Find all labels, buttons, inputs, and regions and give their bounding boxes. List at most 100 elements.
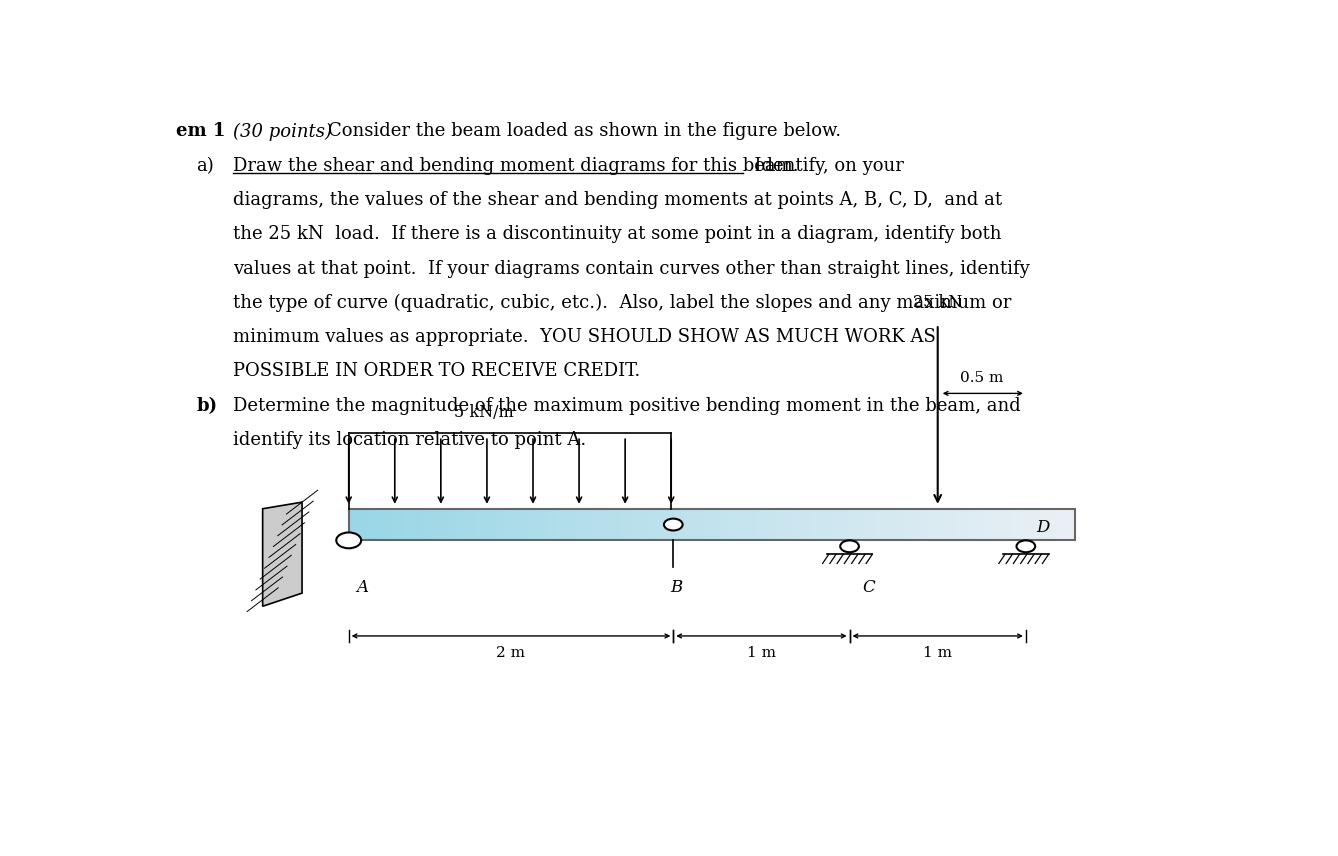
Bar bbox=[349, 508, 1074, 540]
Bar bbox=[712, 508, 723, 540]
Text: Draw the shear and bending moment diagrams for this beam.: Draw the shear and bending moment diagra… bbox=[233, 157, 799, 175]
Bar bbox=[1012, 508, 1022, 540]
Bar bbox=[594, 508, 605, 540]
Bar bbox=[585, 508, 595, 540]
Bar bbox=[1029, 508, 1040, 540]
Bar bbox=[602, 508, 613, 540]
Text: B: B bbox=[670, 579, 682, 596]
Bar bbox=[1065, 508, 1076, 540]
Text: em 1: em 1 bbox=[175, 122, 225, 140]
Bar bbox=[693, 508, 704, 540]
Text: identify its location relative to point A.: identify its location relative to point … bbox=[233, 431, 586, 449]
Bar bbox=[793, 508, 804, 540]
Bar bbox=[856, 508, 867, 540]
Text: Identify, on your: Identify, on your bbox=[743, 157, 903, 175]
Bar bbox=[894, 508, 903, 540]
Text: 0.5 m: 0.5 m bbox=[961, 372, 1004, 385]
Bar bbox=[512, 508, 523, 540]
Bar bbox=[866, 508, 876, 540]
Bar bbox=[884, 508, 895, 540]
Bar bbox=[1020, 508, 1030, 540]
Bar bbox=[575, 508, 586, 540]
Text: diagrams, the values of the shear and bending moments at points A, B, C, D,  and: diagrams, the values of the shear and be… bbox=[233, 191, 1002, 209]
Bar bbox=[621, 508, 632, 540]
Bar bbox=[811, 508, 822, 540]
Text: D: D bbox=[1036, 520, 1049, 537]
Bar bbox=[930, 508, 941, 540]
Bar bbox=[911, 508, 922, 540]
Bar bbox=[1057, 508, 1068, 540]
Text: minimum values as appropriate.  YOU SHOULD SHOW AS MUCH WORK AS: minimum values as appropriate. YOU SHOUL… bbox=[233, 328, 935, 346]
Text: 5 kN/m: 5 kN/m bbox=[454, 404, 514, 421]
Bar bbox=[431, 508, 442, 540]
Text: the 25 kN  load.  If there is a discontinuity at some point in a diagram, identi: the 25 kN load. If there is a discontinu… bbox=[233, 225, 1001, 243]
Bar bbox=[902, 508, 913, 540]
Bar bbox=[376, 508, 387, 540]
Bar bbox=[775, 508, 785, 540]
Text: 1 m: 1 m bbox=[747, 645, 776, 660]
Text: A: A bbox=[356, 579, 368, 596]
Bar bbox=[476, 508, 487, 540]
Circle shape bbox=[336, 532, 361, 549]
Circle shape bbox=[840, 540, 859, 552]
Bar bbox=[975, 508, 985, 540]
Bar bbox=[875, 508, 886, 540]
Circle shape bbox=[664, 519, 682, 531]
Bar bbox=[702, 508, 713, 540]
Bar bbox=[803, 508, 814, 540]
Bar bbox=[676, 508, 686, 540]
Bar bbox=[403, 508, 413, 540]
Bar bbox=[830, 508, 840, 540]
Bar bbox=[648, 508, 658, 540]
Text: Determine the magnitude of the maximum positive bending moment in the beam, and: Determine the magnitude of the maximum p… bbox=[233, 396, 1021, 414]
Bar bbox=[921, 508, 931, 540]
Bar bbox=[748, 508, 759, 540]
Text: POSSIBLE IN ORDER TO RECEIVE CREDIT.: POSSIBLE IN ORDER TO RECEIVE CREDIT. bbox=[233, 362, 640, 380]
Bar bbox=[966, 508, 977, 540]
Bar bbox=[993, 508, 1004, 540]
Text: a): a) bbox=[197, 157, 214, 175]
Bar bbox=[1048, 508, 1058, 540]
Bar bbox=[458, 508, 468, 540]
Bar bbox=[1038, 508, 1049, 540]
Bar bbox=[349, 508, 360, 540]
Text: b): b) bbox=[197, 396, 217, 414]
Bar bbox=[566, 508, 577, 540]
Bar bbox=[784, 508, 795, 540]
Bar bbox=[467, 508, 478, 540]
Text: the type of curve (quadratic, cubic, etc.).  Also, label the slopes and any maxi: the type of curve (quadratic, cubic, etc… bbox=[233, 294, 1012, 312]
Bar bbox=[820, 508, 831, 540]
Bar bbox=[685, 508, 694, 540]
Polygon shape bbox=[262, 502, 302, 606]
Bar bbox=[412, 508, 423, 540]
Bar bbox=[1002, 508, 1013, 540]
Text: 2 m: 2 m bbox=[496, 645, 526, 660]
Bar bbox=[729, 508, 740, 540]
Text: Consider the beam loaded as shown in the figure below.: Consider the beam loaded as shown in the… bbox=[328, 122, 842, 140]
Circle shape bbox=[1017, 540, 1036, 552]
Bar bbox=[503, 508, 514, 540]
Bar bbox=[421, 508, 432, 540]
Bar bbox=[657, 508, 668, 540]
Text: C: C bbox=[862, 579, 875, 596]
Bar bbox=[757, 508, 768, 540]
Bar bbox=[539, 508, 550, 540]
Text: 1 m: 1 m bbox=[923, 645, 953, 660]
Bar bbox=[848, 508, 859, 540]
Bar bbox=[640, 508, 650, 540]
Bar bbox=[938, 508, 949, 540]
Bar bbox=[395, 508, 404, 540]
Bar bbox=[549, 508, 559, 540]
Bar bbox=[558, 508, 569, 540]
Bar bbox=[983, 508, 994, 540]
Bar bbox=[448, 508, 459, 540]
Bar bbox=[767, 508, 777, 540]
Bar bbox=[611, 508, 622, 540]
Bar bbox=[439, 508, 450, 540]
Bar bbox=[947, 508, 958, 540]
Bar bbox=[721, 508, 732, 540]
Bar bbox=[484, 508, 495, 540]
Bar bbox=[367, 508, 377, 540]
Bar bbox=[520, 508, 531, 540]
Bar bbox=[357, 508, 368, 540]
